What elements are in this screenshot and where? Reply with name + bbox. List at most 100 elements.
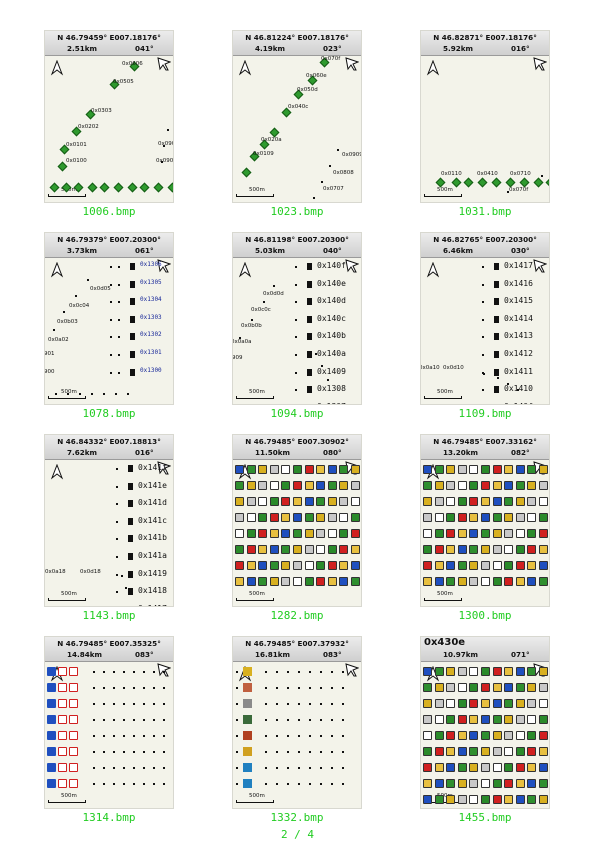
info-marker-icon (494, 386, 499, 394)
map-point (87, 279, 89, 281)
waypoint-label: 0x0d18 (80, 569, 101, 575)
map-symbol-icon (246, 529, 256, 538)
distance-readout: 3.73km (67, 246, 98, 255)
map-symbol-icon (446, 795, 456, 804)
waypoint-label: 0x0d05 (90, 286, 111, 292)
map-point (287, 719, 289, 721)
map-point (163, 783, 165, 785)
map-symbol-icon (69, 667, 78, 676)
map-symbol-icon (539, 497, 548, 506)
map-cursor-arrow-icon[interactable] (533, 57, 547, 71)
map-symbol-icon (492, 481, 502, 490)
map-symbol-icon (481, 481, 490, 490)
map-cursor-arrow-icon[interactable] (533, 259, 547, 273)
map-symbol-icon (339, 513, 349, 522)
map-symbol-icon (504, 699, 514, 708)
map-cursor-arrow-icon[interactable] (345, 259, 359, 273)
map-point (320, 751, 322, 753)
map-symbol-icon (492, 795, 502, 804)
map-point (329, 165, 331, 167)
map-symbol-icon (481, 731, 490, 740)
map-point (125, 587, 127, 589)
map-symbol-icon (434, 465, 444, 474)
map-symbol-icon (58, 715, 67, 724)
map-symbol-icon (504, 513, 514, 522)
map-symbol-icon (457, 683, 467, 692)
waypoint-label: 0x020a (261, 137, 282, 143)
waypoint-label: 0x0c0c (251, 307, 271, 313)
map-point (133, 767, 135, 769)
distance-readout: 4.19km (255, 44, 286, 53)
map-symbol-icon (469, 683, 479, 692)
waypoint-label: 0x1417 (504, 261, 533, 270)
map-symbol-icon (504, 481, 514, 490)
info-marker-icon (130, 315, 135, 323)
map-point (295, 371, 297, 374)
info-marker-icon (128, 482, 133, 490)
info-marker-icon (494, 315, 499, 323)
waypoint-label: 0x0109 (253, 151, 274, 157)
map-symbol-icon (446, 529, 456, 538)
coordinate-header: N 46.79485° E007.33162° 13.20km 082° (421, 435, 549, 460)
map-point (331, 767, 333, 769)
map-point (75, 295, 77, 297)
waypoint-label: 0x1306 (140, 261, 162, 268)
map-point (298, 767, 300, 769)
map-symbol-icon (539, 779, 548, 788)
map-symbol-icon (327, 545, 337, 554)
map-cursor-arrow-icon[interactable] (157, 461, 171, 475)
map-point (482, 371, 484, 374)
map-point (309, 703, 311, 705)
waypoint-label: 0x0a0a (232, 339, 252, 345)
map-symbol-icon (47, 715, 56, 724)
map-point (236, 671, 238, 673)
waypoint-label: 0x1301 (140, 349, 162, 356)
page-indicator: 2 / 4 (280, 828, 315, 841)
map-symbol-icon (423, 715, 432, 724)
map-point (63, 311, 65, 313)
info-marker-icon (128, 500, 133, 508)
waypoint-label: 0x0505 (113, 79, 134, 85)
map-point (93, 703, 95, 705)
map-cursor-arrow-icon[interactable] (157, 663, 171, 677)
map-point (161, 161, 163, 163)
map-symbol-icon (316, 561, 326, 570)
map-point (331, 687, 333, 689)
map-symbol-icon (539, 481, 548, 490)
map-symbol-icon (281, 529, 291, 538)
map-point (110, 266, 112, 268)
map-symbol-icon (481, 497, 490, 506)
map-cursor-arrow-icon[interactable] (345, 57, 359, 71)
map-symbol-icon (243, 731, 252, 740)
coordinate-header: N 46.79485° E007.37932° 16.81km 083° (233, 637, 361, 662)
map-cursor-arrow-icon[interactable] (157, 57, 171, 71)
waypoint-label: 0x0710 (510, 171, 531, 177)
map-point (118, 283, 120, 286)
map-point (298, 735, 300, 737)
map-symbol-icon (446, 481, 456, 490)
map-point (79, 393, 81, 395)
map-symbol-icon (258, 529, 268, 538)
map-cursor-arrow-icon[interactable] (345, 663, 359, 677)
map-symbol-icon (492, 779, 502, 788)
coordinate-readout: N 46.84332° E007.18813° (57, 437, 161, 446)
info-marker-icon (307, 351, 312, 358)
map-symbol-icon (423, 529, 432, 538)
map-symbol-icon (281, 577, 291, 586)
map-symbol-icon (481, 747, 490, 756)
map-point (287, 751, 289, 753)
map-symbol-icon (351, 545, 360, 554)
map-symbol-icon (515, 561, 525, 570)
map-point (103, 671, 105, 673)
map-point (143, 783, 145, 785)
map-symbol-icon (434, 529, 444, 538)
map-point (276, 671, 278, 673)
map-symbol-icon (243, 763, 252, 772)
map-cursor-arrow-icon[interactable] (157, 259, 171, 273)
waypoint-marker (87, 182, 98, 193)
map-symbol-icon (316, 513, 326, 522)
map-point (103, 783, 105, 785)
map-point (273, 285, 275, 287)
waypoint-marker (269, 127, 280, 138)
map-symbol-icon (469, 481, 479, 490)
